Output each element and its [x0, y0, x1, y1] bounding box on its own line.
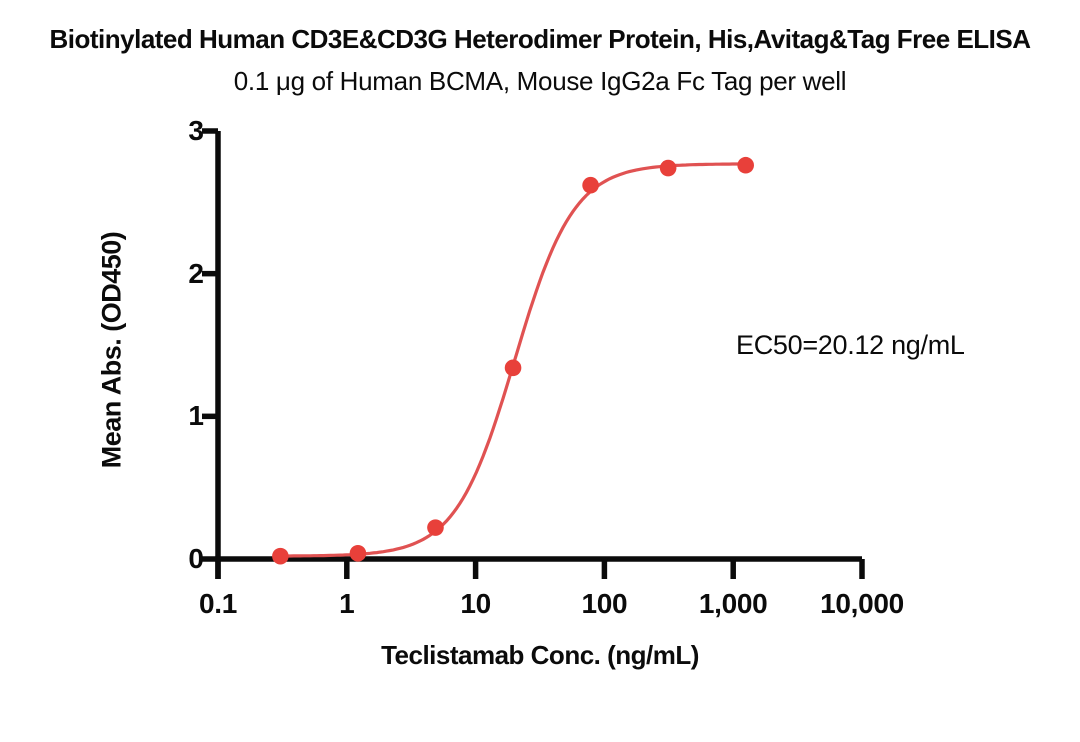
x-axis-label: Teclistamab Conc. (ng/mL) [381, 640, 699, 670]
x-tick-label: 1 [339, 588, 355, 619]
data-point-marker [737, 156, 754, 174]
x-tick-label: 0.1 [198, 588, 238, 619]
x-tick-label: 1,000 [698, 588, 768, 619]
x-tick-label: 10,000 [820, 588, 904, 619]
data-point-marker [504, 359, 522, 377]
y-tick-label: 3 [188, 114, 204, 146]
y-tick-label: 0 [188, 543, 204, 574]
chart-title: Biotinylated Human CD3E&CD3G Heterodimer… [49, 24, 1031, 54]
data-point-marker [659, 159, 677, 177]
x-tick-label: 100 [581, 588, 628, 619]
y-tick-label: 2 [188, 257, 204, 289]
ec50-annotation: EC50=20.12 ng/mL [736, 330, 965, 360]
data-point-marker [272, 547, 289, 565]
data-point-marker [349, 544, 367, 562]
x-tick-label: 10 [460, 588, 491, 619]
data-point-marker [582, 176, 599, 194]
data-point-marker [427, 519, 444, 536]
chart-subtitle: 0.1 μg of Human BCMA, Mouse IgG2a Fc Tag… [233, 66, 847, 96]
y-tick-label: 1 [188, 400, 204, 432]
